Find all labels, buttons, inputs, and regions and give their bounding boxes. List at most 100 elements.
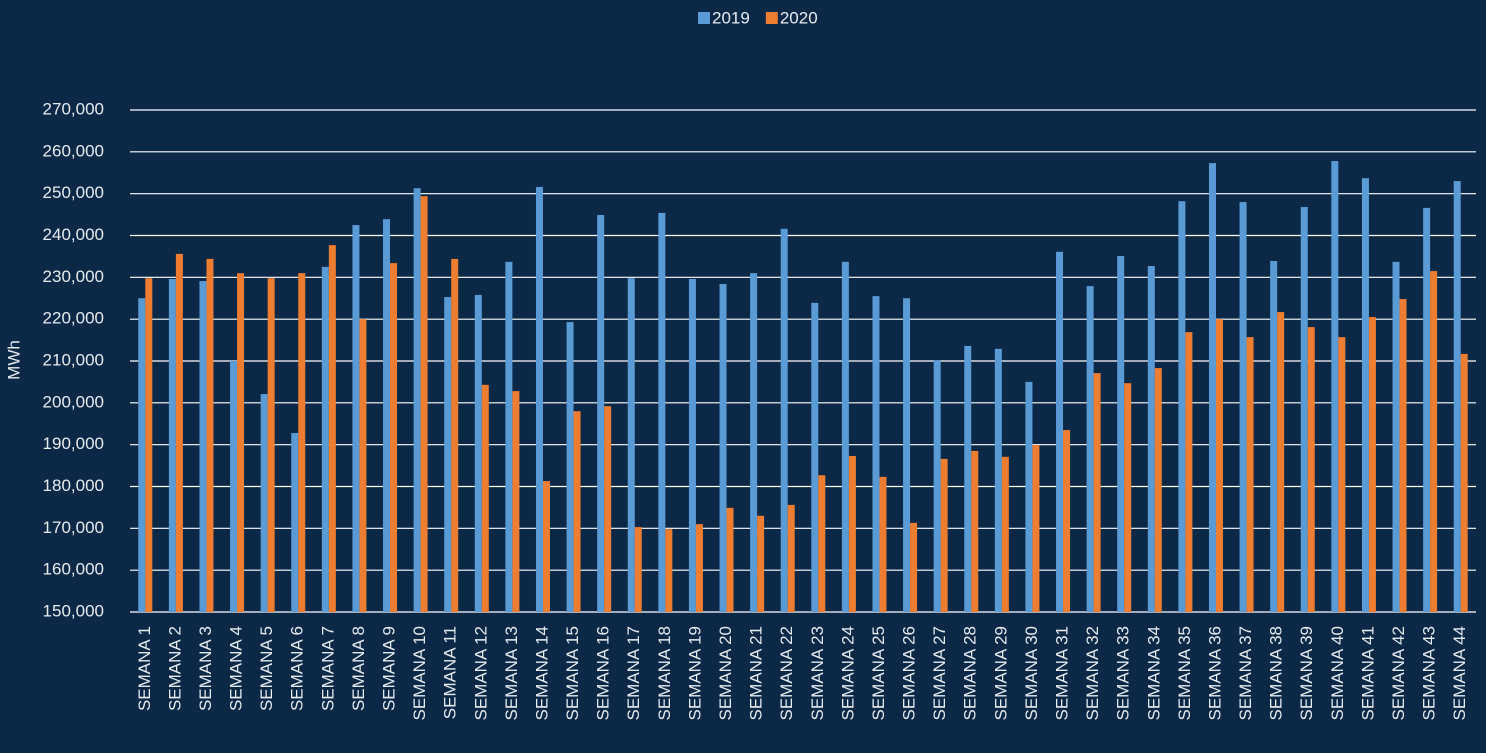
bar — [1277, 312, 1285, 612]
x-tick-label: SEMANA 1 — [135, 626, 154, 711]
bar — [321, 266, 329, 612]
bar — [1185, 332, 1193, 612]
x-tick-label: SEMANA 31 — [1053, 626, 1072, 721]
x-tick-label: SEMANA 14 — [532, 626, 551, 721]
bar — [940, 458, 948, 612]
x-tick-label: SEMANA 24 — [838, 626, 857, 721]
bar — [604, 406, 612, 612]
x-tick-label: SEMANA 30 — [1022, 626, 1041, 721]
x-tick-label: SEMANA 10 — [410, 626, 429, 721]
x-tick-label: SEMANA 38 — [1267, 626, 1286, 721]
bar — [420, 196, 428, 612]
bar — [1430, 271, 1438, 612]
bar — [1093, 373, 1101, 612]
bar — [230, 361, 238, 612]
bar — [1246, 337, 1254, 612]
bar — [199, 281, 207, 612]
bar — [1331, 161, 1339, 612]
bar — [1086, 286, 1094, 612]
bar — [971, 450, 979, 612]
bar — [1124, 383, 1132, 612]
legend-swatch — [765, 12, 778, 24]
x-tick-label: SEMANA 8 — [349, 626, 368, 711]
bar — [260, 394, 268, 612]
bar — [1239, 202, 1247, 613]
x-tick-label: SEMANA 23 — [808, 626, 827, 721]
bar — [1368, 317, 1376, 612]
bar — [1392, 261, 1400, 612]
y-tick-label: 260,000 — [43, 141, 104, 160]
bar — [481, 384, 489, 612]
bar — [566, 322, 574, 612]
y-tick-label: 160,000 — [43, 560, 104, 579]
y-tick-label: 170,000 — [43, 518, 104, 537]
bar — [352, 225, 360, 612]
legend-swatch — [698, 12, 710, 24]
bar — [444, 296, 452, 612]
y-tick-label: 220,000 — [43, 309, 104, 328]
x-tick-label: SEMANA 44 — [1450, 626, 1469, 721]
bar — [1178, 201, 1186, 613]
bar — [175, 253, 183, 612]
bar — [1270, 261, 1278, 612]
y-tick-label: 210,000 — [43, 350, 104, 369]
bar — [1001, 456, 1009, 612]
bar — [665, 529, 673, 612]
bar — [627, 278, 635, 612]
y-axis-label: MWh — [4, 340, 23, 380]
x-tick-label: SEMANA 27 — [930, 626, 949, 721]
x-tick-label: SEMANA 6 — [288, 626, 307, 711]
y-tick-label: 180,000 — [43, 476, 104, 495]
bar — [903, 298, 911, 612]
bar — [298, 273, 306, 612]
bar — [964, 345, 972, 612]
bar — [413, 188, 421, 612]
bar — [267, 278, 275, 612]
x-tick-label: SEMANA 19 — [685, 626, 704, 721]
x-tick-label: SEMANA 13 — [502, 626, 521, 721]
x-tick-label: SEMANA 4 — [227, 626, 246, 711]
x-tick-label: SEMANA 35 — [1175, 626, 1194, 721]
y-tick-label: 240,000 — [43, 225, 104, 244]
bar — [328, 245, 336, 612]
y-tick-label: 230,000 — [43, 267, 104, 286]
x-tick-label: SEMANA 20 — [716, 626, 735, 721]
x-tick-label: SEMANA 36 — [1205, 626, 1224, 721]
bar — [145, 278, 153, 612]
x-tick-label: SEMANA 9 — [380, 626, 399, 711]
bar — [1399, 299, 1407, 612]
x-tick-label: SEMANA 29 — [991, 626, 1010, 721]
bar — [658, 212, 666, 612]
x-tick-label: SEMANA 22 — [777, 626, 796, 721]
bar — [841, 261, 849, 612]
bar — [1154, 368, 1162, 612]
bar — [359, 319, 367, 612]
bar — [138, 298, 146, 612]
bar — [237, 273, 245, 612]
bar — [811, 302, 819, 612]
x-tick-label: SEMANA 41 — [1358, 626, 1377, 721]
bar — [383, 219, 391, 612]
bar — [750, 273, 758, 612]
bar — [994, 348, 1002, 612]
x-tick-label: SEMANA 17 — [624, 626, 643, 721]
bar — [787, 504, 795, 612]
x-tick-label: SEMANA 43 — [1420, 626, 1439, 721]
bar — [1361, 178, 1369, 612]
bar — [1147, 266, 1155, 612]
bar — [933, 360, 941, 612]
x-tick-label: SEMANA 39 — [1297, 626, 1316, 721]
bar — [597, 215, 605, 613]
bar — [206, 258, 214, 612]
bar — [1307, 327, 1315, 612]
x-tick-label: SEMANA 16 — [594, 626, 613, 721]
bar — [1460, 353, 1468, 612]
bar — [1338, 337, 1346, 612]
bar — [848, 455, 856, 612]
bar — [573, 411, 581, 612]
y-tick-label: 190,000 — [43, 434, 104, 453]
bar — [879, 476, 887, 612]
bar — [688, 279, 696, 612]
bar — [719, 284, 727, 612]
